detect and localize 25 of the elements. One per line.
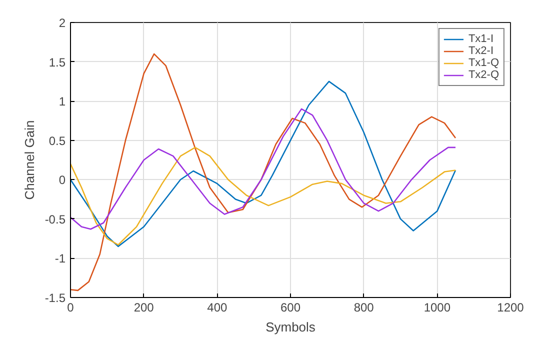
x-tick-label: 800 xyxy=(354,300,374,314)
x-tick-label: 1000 xyxy=(424,300,451,314)
y-tick-label: 1.5 xyxy=(48,55,66,70)
line-series xyxy=(70,53,456,292)
legend-label: Tx2-Q xyxy=(468,69,499,81)
x-axis-title: Symbols xyxy=(266,320,316,334)
x-tick-label: 1200 xyxy=(497,300,524,314)
line-series xyxy=(70,80,456,248)
y-tick-label: 0.5 xyxy=(48,134,66,148)
y-axis-title: Channel Gain xyxy=(22,120,37,200)
x-tick-label: 0 xyxy=(67,300,74,314)
y-tick-label: -1.5 xyxy=(44,291,66,305)
y-tick-label: 1 xyxy=(58,94,66,109)
x-tick-label: 600 xyxy=(280,300,301,314)
y-tick-label: -1 xyxy=(54,252,66,266)
y-tick-label: 0 xyxy=(58,173,66,188)
x-tick-label: 400 xyxy=(207,300,228,314)
legend-label: Tx1-I xyxy=(468,33,494,45)
y-tick-label: 2 xyxy=(58,16,66,30)
line-series xyxy=(70,108,456,230)
y-tick-label: -0.5 xyxy=(44,212,66,226)
legend-label: Tx2-I xyxy=(468,45,494,57)
legend-label: Tx1-Q xyxy=(468,57,499,69)
x-tick-label: 200 xyxy=(134,300,154,314)
line-series xyxy=(70,146,456,246)
